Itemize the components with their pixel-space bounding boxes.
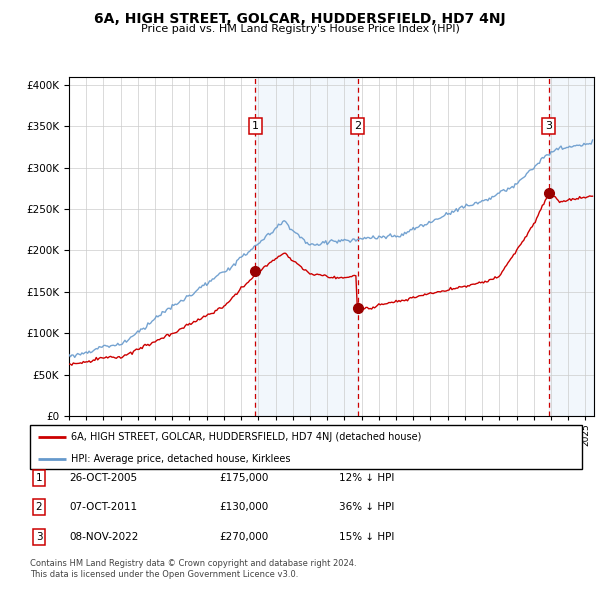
Text: 3: 3 [35, 532, 43, 542]
Text: HPI: Average price, detached house, Kirklees: HPI: Average price, detached house, Kirk… [71, 454, 291, 464]
Text: £130,000: £130,000 [219, 503, 268, 512]
Text: £270,000: £270,000 [219, 532, 268, 542]
Text: Price paid vs. HM Land Registry's House Price Index (HPI): Price paid vs. HM Land Registry's House … [140, 24, 460, 34]
Text: 1: 1 [252, 122, 259, 132]
Text: 6A, HIGH STREET, GOLCAR, HUDDERSFIELD, HD7 4NJ: 6A, HIGH STREET, GOLCAR, HUDDERSFIELD, H… [94, 12, 506, 26]
FancyBboxPatch shape [30, 425, 582, 469]
Text: 2: 2 [35, 503, 43, 512]
Text: 12% ↓ HPI: 12% ↓ HPI [339, 473, 394, 483]
Text: 6A, HIGH STREET, GOLCAR, HUDDERSFIELD, HD7 4NJ (detached house): 6A, HIGH STREET, GOLCAR, HUDDERSFIELD, H… [71, 432, 422, 442]
Text: 15% ↓ HPI: 15% ↓ HPI [339, 532, 394, 542]
Text: 2: 2 [354, 122, 361, 132]
Text: 36% ↓ HPI: 36% ↓ HPI [339, 503, 394, 512]
Bar [548, 77, 594, 416]
Text: £175,000: £175,000 [219, 473, 268, 483]
Text: 07-OCT-2011: 07-OCT-2011 [69, 503, 137, 512]
Text: 3: 3 [545, 122, 552, 132]
Text: 26-OCT-2005: 26-OCT-2005 [69, 473, 137, 483]
Text: 08-NOV-2022: 08-NOV-2022 [69, 532, 139, 542]
Text: Contains HM Land Registry data © Crown copyright and database right 2024.: Contains HM Land Registry data © Crown c… [30, 559, 356, 568]
Text: This data is licensed under the Open Government Licence v3.0.: This data is licensed under the Open Gov… [30, 571, 298, 579]
Text: 1: 1 [35, 473, 43, 483]
Bar [255, 77, 358, 416]
